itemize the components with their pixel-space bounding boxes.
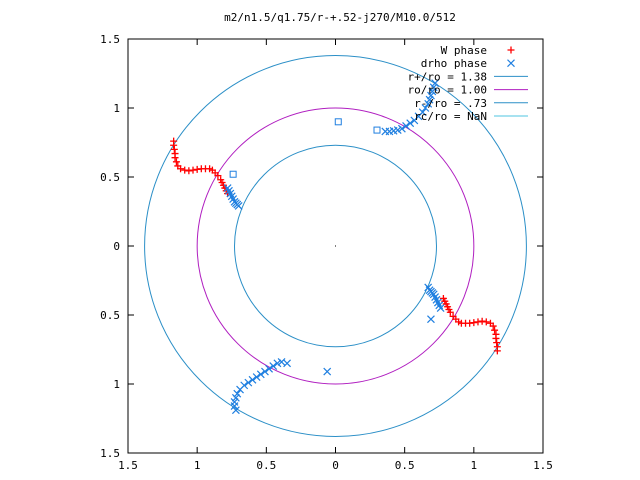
x-tick-label-5: 1 [471,459,478,472]
x-tick-label-4: 0.5 [395,459,415,472]
series-0-point-7 [177,165,185,173]
series-0-point-34 [474,318,482,326]
series-0-point-2 [170,145,178,153]
series-1-point-8 [234,202,243,210]
radius-circles [144,55,527,437]
series-1-point-36 [427,315,435,324]
series-0-point-32 [482,318,490,326]
series-1-point-54 [323,367,332,376]
series-1-point-23 [428,87,437,96]
y-tick-label-0: 1.5 [100,33,120,46]
series-0-point-5 [172,158,180,166]
series-1-point-39 [230,398,239,406]
legend-label-5: rc/ro = NaN [414,110,487,123]
axis-ticks: 1.5 1 0.5 0 0.5 1 1.51.510.500.511.5 [100,33,553,472]
y-tick-label-1: 1 [113,102,120,115]
series-1-point-50 [269,362,278,370]
series-1-point-15 [406,119,415,128]
circle-2 [234,144,437,348]
x-tick-label-0: 1.5 [118,459,138,472]
data-points [170,79,501,415]
series-0-point-41 [449,312,457,320]
series-0-point-25 [493,343,501,351]
series-1-point-22 [427,91,435,100]
square-marker-0-0 [334,118,342,126]
x-tick-label-2: 0.5 [256,459,276,472]
x-tick-label-3: 0 [332,459,339,472]
y-tick-label-5: 1 [113,378,120,391]
legend-label-3: ro/ro = 1.00 [408,84,487,97]
series-0-point-9 [185,167,193,175]
legend-label-1: drho phase [421,57,487,70]
series-0-point-17 [214,172,222,180]
series-1-point-51 [273,359,282,368]
series-1-point-24 [429,83,438,92]
series-0-point-29 [491,326,499,334]
chart-title: m2/n1.5/q1.75/r-+.52-j270/M10.0/512 [224,11,456,24]
series-0-point-47 [439,294,447,302]
series-1-point-35 [436,304,445,313]
x-tick-label-6: 1.5 [533,459,553,472]
series-0-point-11 [193,165,201,173]
series-0-point-33 [478,317,486,325]
legend-marker-0 [507,46,515,54]
legend-label-2: r+/ro = 1.38 [408,70,487,83]
series-1-point-21 [425,95,434,104]
y-tick-label-2: 0.5 [100,171,120,184]
series-1-point-44 [244,378,253,387]
series-0-point-26 [493,339,501,347]
circle-1 [196,107,475,385]
series-0-point-31 [486,319,494,327]
series-1-point-13 [397,124,406,133]
y-tick-label-4: 0.5 [100,309,120,322]
legend-marker-1 [507,59,515,68]
legend-label-4: r-/ro = .73 [414,97,487,110]
series-1-point-47 [256,370,265,379]
x-tick-label-1: 1 [194,459,201,472]
series-1-point-37 [231,406,240,415]
series-1-point-45 [248,375,257,384]
square-marker-0-2 [373,126,381,134]
y-tick-label-3: 0 [113,240,120,253]
series-0-point-28 [492,330,500,338]
series-1-point-43 [240,381,249,390]
y-tick-label-6: 1.5 [100,447,120,460]
series-0-point-10 [189,166,197,174]
series-0-point-1 [170,141,178,149]
square-marker-0-1 [229,170,237,178]
series-1-point-53 [283,359,292,368]
series-1-point-49 [265,364,274,373]
series-1-point-14 [402,122,410,130]
series-1-point-46 [252,373,261,382]
legend-label-0: W phase [441,44,487,57]
series-1-point-20 [424,99,433,108]
center-point [335,245,336,247]
series-1-point-25 [431,79,440,88]
series-1-point-48 [261,367,269,376]
circle-0 [144,55,527,437]
series-0-point-4 [171,154,179,162]
series-1-point-18 [418,108,427,117]
series-0-point-8 [181,166,189,174]
series-1-point-12 [393,126,402,135]
series-1-point-40 [231,393,240,402]
series-1-point-19 [421,104,430,112]
series-0-point-35 [470,319,478,327]
series-1-point-41 [233,389,242,398]
